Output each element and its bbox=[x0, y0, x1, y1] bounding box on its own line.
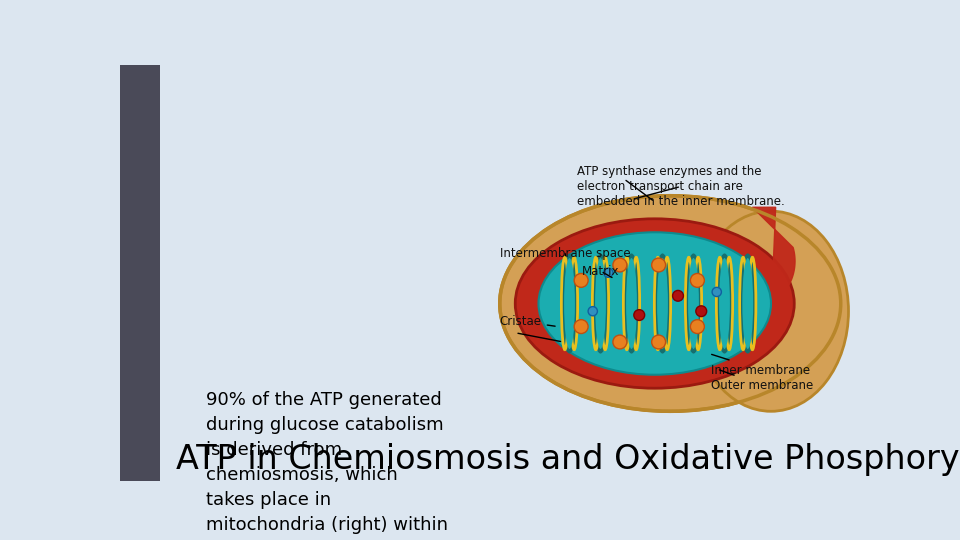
Bar bbox=[120, 65, 159, 481]
Ellipse shape bbox=[738, 253, 757, 354]
Text: ATP in Chemiosmosis and Oxidative Phosphorylation: ATP in Chemiosmosis and Oxidative Phosph… bbox=[176, 443, 960, 476]
Circle shape bbox=[690, 320, 705, 334]
Ellipse shape bbox=[516, 219, 794, 388]
Polygon shape bbox=[753, 207, 795, 302]
Text: 90% of the ATP generated
during glucose catabolism
is derived from
chemiosmosis,: 90% of the ATP generated during glucose … bbox=[205, 391, 447, 540]
Ellipse shape bbox=[742, 258, 754, 349]
Circle shape bbox=[673, 291, 684, 301]
Ellipse shape bbox=[561, 253, 579, 354]
Ellipse shape bbox=[693, 211, 849, 411]
Ellipse shape bbox=[595, 258, 606, 349]
Circle shape bbox=[588, 307, 597, 316]
Circle shape bbox=[574, 320, 588, 334]
Ellipse shape bbox=[688, 258, 699, 349]
Text: Cristae: Cristae bbox=[500, 315, 555, 328]
Text: ATP synthase enzymes and the
electron transport chain are
embedded in the inner : ATP synthase enzymes and the electron tr… bbox=[577, 165, 785, 208]
Text: Inner membrane: Inner membrane bbox=[711, 354, 810, 376]
Ellipse shape bbox=[539, 232, 771, 375]
Ellipse shape bbox=[657, 258, 668, 349]
Circle shape bbox=[612, 258, 627, 272]
Ellipse shape bbox=[653, 253, 672, 354]
Text: Matrix: Matrix bbox=[582, 265, 619, 278]
Ellipse shape bbox=[500, 195, 841, 411]
Ellipse shape bbox=[564, 258, 575, 349]
Text: Outer membrane: Outer membrane bbox=[711, 370, 813, 392]
Ellipse shape bbox=[622, 253, 641, 354]
Circle shape bbox=[652, 335, 665, 349]
Ellipse shape bbox=[591, 253, 610, 354]
Circle shape bbox=[696, 306, 707, 316]
Circle shape bbox=[574, 273, 588, 287]
Ellipse shape bbox=[719, 258, 730, 349]
Circle shape bbox=[652, 258, 665, 272]
Circle shape bbox=[712, 287, 721, 296]
Ellipse shape bbox=[715, 253, 733, 354]
Ellipse shape bbox=[626, 258, 636, 349]
Circle shape bbox=[612, 335, 627, 349]
Circle shape bbox=[690, 273, 705, 287]
Circle shape bbox=[604, 268, 612, 278]
Ellipse shape bbox=[684, 253, 703, 354]
Circle shape bbox=[634, 309, 645, 320]
Text: Intermembrane space: Intermembrane space bbox=[500, 247, 631, 260]
